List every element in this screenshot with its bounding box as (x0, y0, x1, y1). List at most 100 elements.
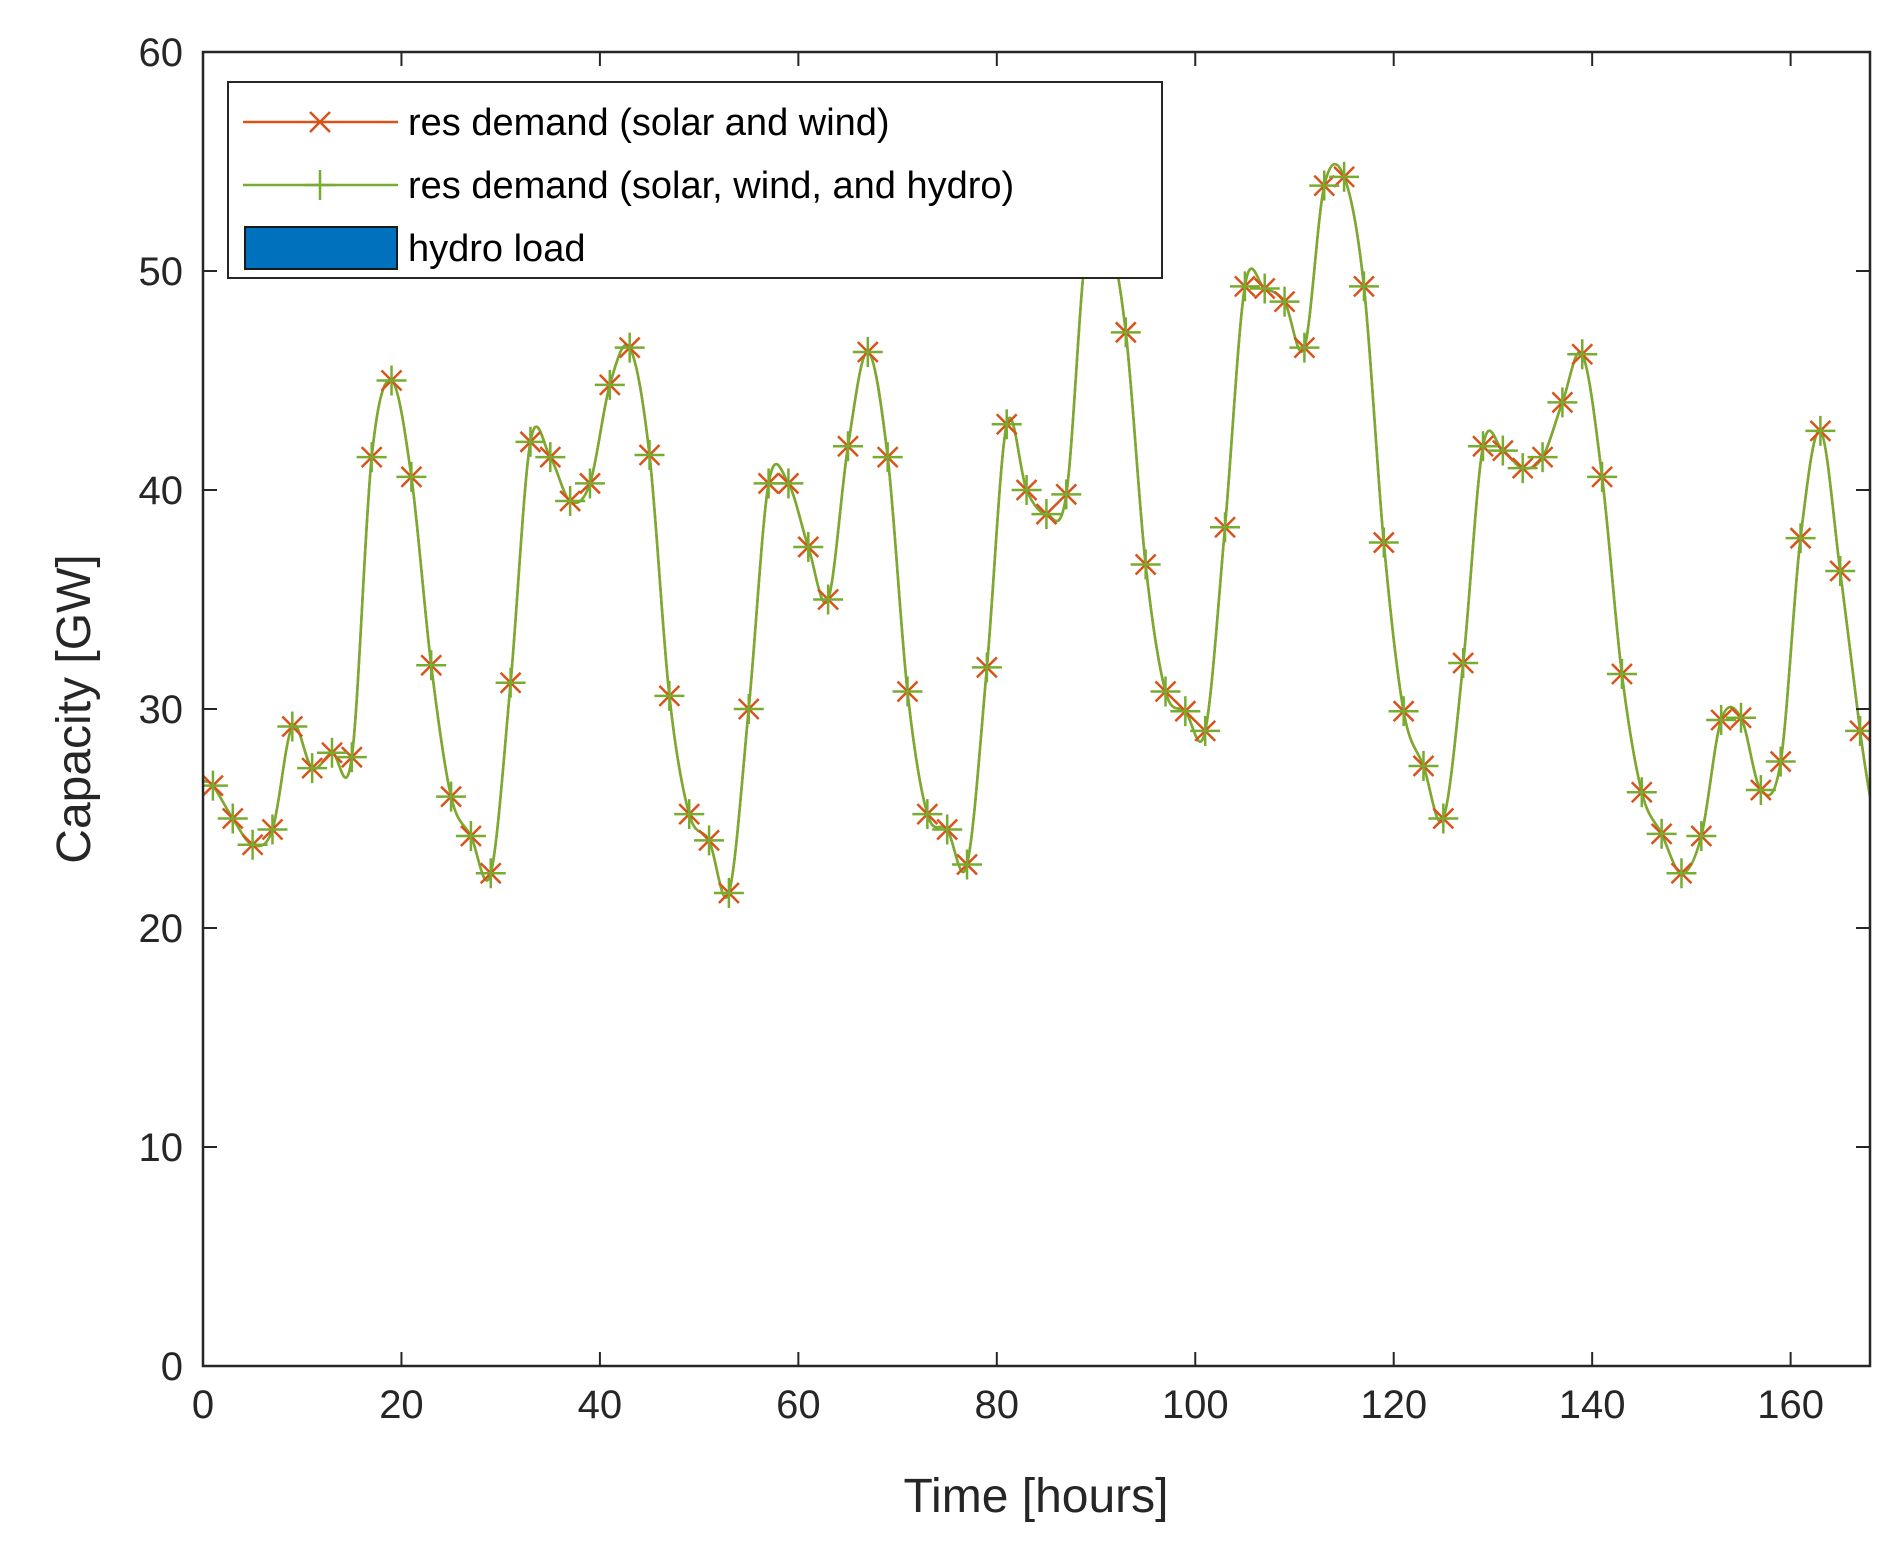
data-point-plus-marker (1170, 696, 1201, 727)
data-point-plus-marker (793, 531, 824, 562)
data-point-plus-marker (396, 461, 427, 492)
data-point-plus-marker (1547, 387, 1578, 418)
y-tick-label: 40 (139, 469, 184, 513)
y-tick-label: 30 (139, 688, 184, 732)
data-point-plus-marker (1825, 556, 1856, 587)
data-point-plus-marker (1011, 475, 1042, 505)
data-point-plus-marker (1468, 431, 1499, 462)
data-point-plus-marker (1150, 676, 1181, 707)
data-point-plus-marker (634, 439, 665, 470)
data-point-plus-marker (1567, 339, 1598, 370)
data-point-plus-marker (237, 829, 268, 860)
data-point-plus-marker (733, 694, 764, 724)
data-point-plus-marker (1249, 273, 1280, 304)
data-point-plus-marker (535, 442, 566, 473)
legend-marker-x (309, 111, 331, 133)
data-point-plus-marker (297, 753, 328, 784)
data-point-plus-marker (1745, 775, 1776, 806)
data-point-plus-marker (912, 799, 943, 830)
data-point-plus-marker (852, 337, 883, 368)
data-point-plus-marker (1606, 658, 1637, 689)
y-tick-label: 0 (161, 1345, 183, 1389)
data-point-plus-marker (515, 426, 546, 457)
data-point-plus-marker (1388, 696, 1419, 727)
data-point-plus-marker (1408, 750, 1439, 781)
series-group (203, 161, 1870, 908)
legend-swatch-hydro (244, 226, 398, 270)
data-point-plus-marker (336, 742, 367, 773)
data-point-plus-marker (1229, 271, 1260, 302)
data-point-plus-marker (455, 821, 486, 852)
data-point-plus-marker (1646, 818, 1677, 849)
x-tick-label: 60 (776, 1383, 821, 1427)
data-point-plus-marker (872, 442, 903, 473)
legend: res demand (solar and wind) res demand (… (227, 81, 1163, 279)
data-point-plus-marker (1110, 317, 1141, 348)
data-point-plus-marker (713, 877, 744, 908)
y-axis-title: Capacity [GW] (48, 554, 101, 863)
x-tick-label: 160 (1757, 1383, 1824, 1427)
data-point-plus-marker (1269, 286, 1300, 317)
data-point-plus-marker (1428, 803, 1459, 834)
y-tick-label: 10 (139, 1126, 184, 1170)
data-point-plus-marker (971, 652, 1002, 683)
x-tick-label: 100 (1162, 1383, 1229, 1427)
data-point-plus-marker (1527, 442, 1558, 473)
data-point-plus-marker (356, 442, 387, 473)
data-point-plus-marker (773, 468, 804, 499)
data-point-plus-marker (1626, 777, 1657, 808)
data-point-plus-marker (694, 825, 725, 856)
data-point-plus-marker (555, 485, 586, 516)
data-point-plus-marker (1487, 435, 1518, 466)
data-layer (203, 161, 1870, 908)
legend-label-hydro: hydro load (408, 228, 585, 270)
data-point-plus-marker (217, 803, 248, 834)
data-point-plus-marker (1845, 715, 1870, 746)
data-point-plus-marker (1368, 527, 1399, 558)
x-tick-label: 80 (975, 1383, 1020, 1427)
data-point-plus-marker (614, 332, 645, 363)
data-point-plus-marker (932, 814, 963, 845)
data-point-plus-marker (892, 676, 923, 707)
data-point-plus-marker (1329, 161, 1360, 192)
data-point-plus-marker (277, 711, 308, 742)
data-point-plus-marker (203, 770, 228, 801)
y-tick-label: 50 (139, 250, 184, 294)
data-point-plus-marker (475, 858, 506, 889)
data-point-plus-marker (1706, 704, 1737, 735)
data-point-plus-marker (257, 814, 288, 845)
data-point-plus-marker (654, 680, 685, 711)
x-tick-label: 140 (1559, 1383, 1626, 1427)
data-point-plus-marker (1051, 479, 1082, 510)
data-point-plus-marker (594, 369, 625, 400)
data-point-plus-marker (1587, 461, 1618, 492)
data-point-plus-marker (952, 849, 983, 880)
legend-label-solar-wind-hydro: res demand (solar, wind, and hydro) (408, 165, 1014, 207)
data-point-plus-marker (1785, 523, 1816, 554)
data-point-plus-marker (991, 409, 1022, 440)
y-tick-label: 20 (139, 907, 184, 951)
data-point-plus-marker (1726, 702, 1757, 733)
legend-label-solar-wind: res demand (solar and wind) (408, 102, 890, 144)
data-point-plus-marker (1130, 549, 1161, 580)
ticks-layer: 0 20 40 60 80 100 120 140 160 0 10 20 30 40 50 60 (139, 31, 1870, 1427)
data-point-plus-marker (1348, 271, 1379, 302)
data-point-plus-marker (1309, 170, 1340, 201)
data-point-plus-marker (1448, 648, 1479, 679)
data-point-plus-marker (813, 584, 844, 615)
data-point-plus-marker (674, 799, 705, 830)
data-point-plus-marker (316, 737, 347, 768)
x-tick-label: 20 (379, 1383, 424, 1427)
x-tick-label: 120 (1360, 1383, 1427, 1427)
data-point-plus-marker (495, 667, 526, 698)
data-point-plus-marker (376, 365, 407, 396)
data-point-plus-marker (1666, 858, 1697, 889)
legend-marker-plus (305, 170, 335, 200)
x-tick-label: 0 (192, 1383, 214, 1427)
data-point-plus-marker (436, 781, 467, 812)
data-point-plus-marker (1507, 453, 1538, 484)
data-point-plus-marker (416, 650, 447, 681)
data-point-plus-marker (832, 431, 863, 462)
x-axis-title: Time [hours] (904, 1470, 1169, 1523)
